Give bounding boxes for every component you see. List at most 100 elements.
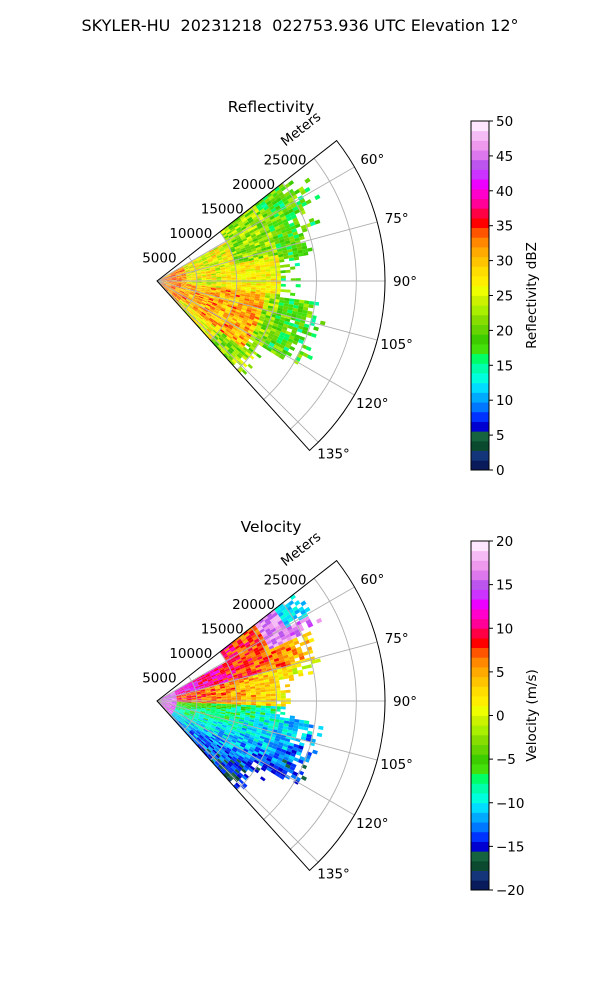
radar-cell xyxy=(280,275,286,279)
radar-cell xyxy=(199,734,204,739)
radar-cell xyxy=(214,266,220,269)
radar-cell xyxy=(259,662,266,667)
colorbar-tick-label: 5 xyxy=(496,665,505,681)
radar-cell xyxy=(263,238,270,243)
radar-cell xyxy=(187,716,193,720)
radar-cell xyxy=(244,683,250,686)
radar-cell xyxy=(270,286,276,289)
radar-cell xyxy=(262,615,269,621)
colorbar-swatch xyxy=(471,130,489,141)
radar-cell xyxy=(161,277,167,280)
radar-cell xyxy=(213,297,219,301)
radar-cell xyxy=(170,273,176,276)
radar-cell xyxy=(283,336,289,341)
radar-cell xyxy=(180,708,186,712)
reflectivity-grid xyxy=(156,158,385,443)
radar-cell xyxy=(189,712,195,715)
radar-cell xyxy=(235,347,242,353)
radar-cell xyxy=(216,744,222,749)
radar-cell xyxy=(193,740,198,746)
radar-cell xyxy=(207,721,213,725)
radar-cell xyxy=(198,295,204,298)
radar-cell xyxy=(238,258,244,262)
radar-cell xyxy=(211,697,217,699)
radar-cell xyxy=(302,326,309,332)
radar-cell xyxy=(221,662,227,666)
radar-cell xyxy=(266,630,273,636)
radar-cell xyxy=(231,358,237,365)
radar-cell xyxy=(187,726,192,731)
radar-cell xyxy=(295,278,301,282)
radar-cell xyxy=(176,278,182,280)
radar-cell xyxy=(256,755,262,760)
radar-cell xyxy=(195,709,201,712)
radar-cell xyxy=(250,287,256,290)
radar-cell xyxy=(267,725,274,729)
radar-cell xyxy=(209,728,215,732)
radar-cell xyxy=(195,310,201,315)
radar-cell xyxy=(251,703,257,706)
radar-cell xyxy=(168,290,173,294)
radar-cell xyxy=(177,714,182,718)
radar-cell xyxy=(240,710,246,713)
radar-cell xyxy=(229,759,235,764)
radar-cell xyxy=(266,192,273,198)
radar-cell xyxy=(263,205,270,211)
radar-cell xyxy=(280,270,286,274)
radar-cell xyxy=(296,246,303,251)
radar-cell xyxy=(263,256,269,261)
radar-cell xyxy=(201,730,207,735)
radar-cell xyxy=(226,776,232,783)
radar-cell xyxy=(270,283,276,287)
radar-cell xyxy=(282,672,289,677)
angle-tick-label: 90° xyxy=(393,274,417,290)
radar-cell xyxy=(232,335,238,341)
radar-cell xyxy=(215,316,221,321)
radar-cell xyxy=(249,684,256,688)
radar-cell xyxy=(292,250,299,255)
colorbar-swatch xyxy=(471,793,489,804)
radar-cell xyxy=(216,698,222,700)
radar-cell xyxy=(225,328,231,334)
radar-cell xyxy=(176,697,182,699)
radar-cell xyxy=(198,727,204,731)
radar-cell xyxy=(215,306,221,310)
radar-cell xyxy=(178,266,184,270)
radar-cell xyxy=(278,774,285,780)
radar-cell xyxy=(270,698,276,702)
radar-cell xyxy=(267,727,273,732)
radar-cell xyxy=(248,675,254,680)
radar-cell xyxy=(249,345,256,351)
radar-cell xyxy=(216,278,222,280)
radar-cell xyxy=(175,690,180,694)
radar-cell xyxy=(252,320,258,325)
radar-cell xyxy=(166,281,172,283)
radar-cell xyxy=(177,295,182,299)
radar-cell xyxy=(206,703,212,705)
radar-cell xyxy=(173,718,178,723)
radar-cell xyxy=(171,713,176,718)
radar-cell xyxy=(253,256,259,261)
radar-cell xyxy=(251,248,257,252)
radar-cell xyxy=(175,297,180,301)
radar-cell xyxy=(204,742,210,748)
radar-cell xyxy=(281,338,288,344)
radar-cell xyxy=(181,694,187,696)
radar-cell xyxy=(235,330,242,336)
radar-cell xyxy=(239,297,245,301)
radar-cell xyxy=(176,716,181,720)
radar-cell xyxy=(287,671,294,676)
radar-cell xyxy=(241,339,247,345)
radar-cell xyxy=(272,334,279,340)
radar-cell xyxy=(226,282,232,285)
radar-cell xyxy=(216,324,222,329)
radar-cell xyxy=(239,633,245,639)
radar-cell xyxy=(230,657,236,662)
radar-cell xyxy=(176,276,182,278)
radar-cell xyxy=(222,723,228,727)
radar-cell xyxy=(195,269,201,272)
radar-cell xyxy=(302,726,309,731)
radar-cell xyxy=(265,285,271,289)
radar-cell xyxy=(211,693,217,696)
radar-cell xyxy=(236,307,242,312)
